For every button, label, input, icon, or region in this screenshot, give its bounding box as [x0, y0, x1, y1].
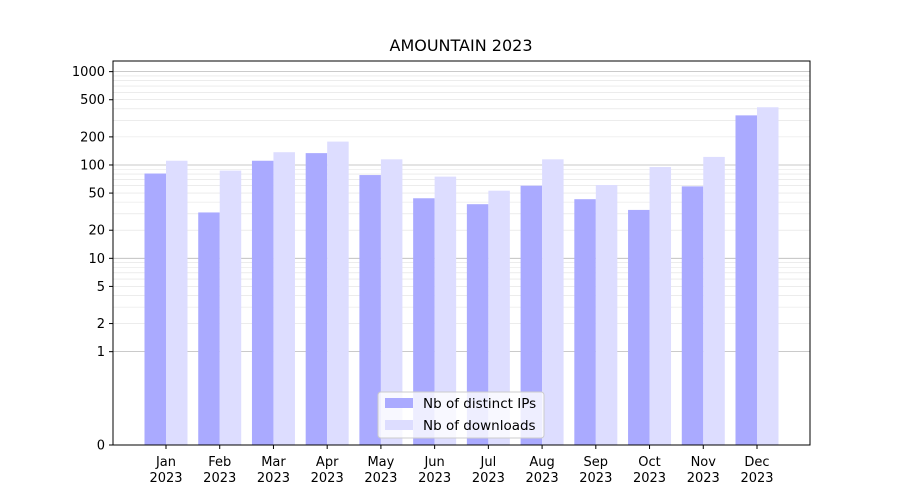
- x-tick-label-month: Jan: [155, 455, 176, 470]
- x-tick-label-year: 2023: [203, 471, 236, 486]
- x-tick-label-month: Oct: [638, 455, 660, 470]
- bar-distinct-ips: [305, 153, 328, 445]
- y-tick-label: 1: [97, 345, 105, 360]
- x-axis: Jan2023Feb2023Mar2023Apr2023May2023Jun20…: [149, 445, 774, 486]
- x-tick-label-year: 2023: [149, 471, 182, 486]
- bar-distinct-ips: [574, 199, 596, 445]
- bar-downloads: [434, 176, 457, 445]
- legend-swatch-downloads: [385, 420, 413, 430]
- y-tick-label: 10: [88, 252, 105, 267]
- y-axis: 0 1 2 5 10 20 50 100 200 500 1000: [72, 65, 113, 454]
- bar-downloads: [488, 190, 510, 445]
- x-tick-label-month: Jul: [480, 455, 497, 470]
- x-tick-label-month: Apr: [316, 455, 339, 470]
- x-tick-label-year: 2023: [472, 471, 505, 486]
- x-tick-label-month: Jun: [423, 455, 444, 470]
- y-tick-label: 100: [80, 158, 105, 173]
- y-tick-label: 200: [80, 130, 105, 145]
- y-tick-label: 5: [97, 280, 105, 295]
- bar-downloads: [327, 141, 349, 445]
- x-tick-label-month: Sep: [584, 455, 609, 470]
- legend: Nb of distinct IPs Nb of downloads: [377, 391, 545, 439]
- y-tick-label: 2: [97, 317, 105, 332]
- bar-downloads: [166, 160, 188, 445]
- x-tick-label-year: 2023: [257, 471, 290, 486]
- x-tick-label-year: 2023: [579, 471, 612, 486]
- legend-swatch-distinct-ips: [385, 398, 413, 408]
- chart-title: AMOUNTAIN 2023: [390, 36, 533, 55]
- bar-distinct-ips: [413, 198, 435, 445]
- bar-downloads: [380, 159, 403, 445]
- bar-distinct-ips: [466, 204, 489, 445]
- bars-layer: [144, 107, 779, 446]
- y-tick-label: 20: [88, 224, 105, 239]
- x-tick-label-month: Mar: [261, 455, 286, 470]
- x-tick-label-month: Dec: [744, 455, 769, 470]
- y-tick-label: 1000: [72, 65, 105, 80]
- y-tick-label: 500: [80, 93, 105, 108]
- x-tick-label-month: Nov: [691, 455, 717, 470]
- bar-distinct-ips: [251, 160, 274, 445]
- legend-label-downloads: Nb of downloads: [423, 418, 536, 434]
- x-tick-label-year: 2023: [364, 471, 397, 486]
- x-tick-label-month: Aug: [529, 455, 554, 470]
- bar-distinct-ips: [198, 212, 220, 445]
- x-tick-label-month: May: [367, 455, 394, 470]
- bar-distinct-ips: [144, 173, 166, 446]
- bar-downloads: [703, 156, 725, 445]
- x-tick-label-year: 2023: [633, 471, 666, 486]
- bar-downloads: [649, 167, 672, 445]
- bar-distinct-ips: [628, 209, 650, 445]
- bar-distinct-ips: [681, 186, 704, 445]
- bar-distinct-ips: [359, 175, 381, 445]
- bar-downloads: [219, 170, 242, 445]
- legend-label-distinct-ips: Nb of distinct IPs: [423, 396, 536, 412]
- legend-box: [377, 391, 545, 439]
- bar-downloads: [757, 107, 779, 445]
- x-tick-label-year: 2023: [740, 471, 773, 486]
- bar-downloads: [273, 152, 295, 445]
- y-tick-label: 50: [88, 187, 105, 202]
- x-tick-label-year: 2023: [311, 471, 344, 486]
- x-tick-label-year: 2023: [526, 471, 559, 486]
- plot-frame: [112, 60, 811, 446]
- y-tick-label: 0: [97, 439, 105, 454]
- x-tick-label-year: 2023: [418, 471, 451, 486]
- bar-downloads: [542, 159, 564, 445]
- x-tick-label-month: Feb: [208, 455, 231, 470]
- bar-distinct-ips: [735, 115, 757, 446]
- bar-downloads: [595, 185, 618, 445]
- x-tick-label-year: 2023: [687, 471, 720, 486]
- bar-distinct-ips: [520, 185, 543, 445]
